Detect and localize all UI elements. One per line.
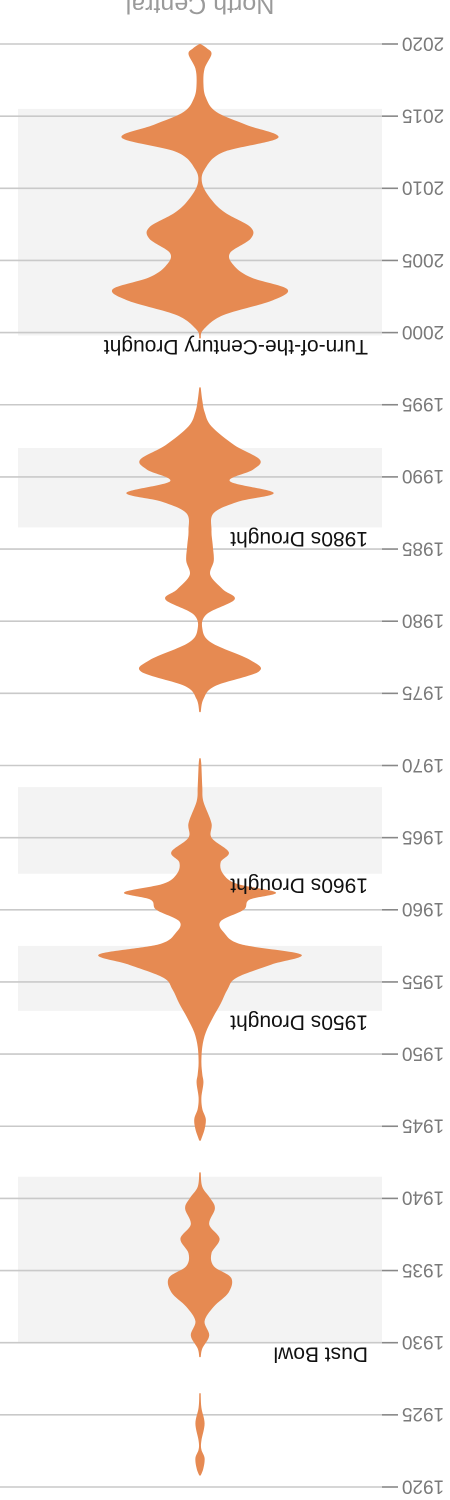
y-tick-label: 2020 [402, 32, 444, 53]
violin-layer [98, 44, 302, 1476]
y-tick-label: 1975 [402, 682, 444, 703]
y-tick-label: 1970 [402, 754, 444, 775]
y-tick-label: 1920 [402, 1475, 444, 1496]
y-tick-label: 2000 [402, 321, 444, 342]
panel-title: North Central [126, 0, 275, 18]
drought-period-label: 1960s Drought [230, 873, 368, 896]
y-tick-label: 1955 [402, 970, 444, 991]
y-tick-label: 1940 [402, 1187, 444, 1208]
drought-period-label: Turn-of-the-Century Drought [104, 335, 368, 358]
y-tick-label: 1925 [402, 1403, 444, 1424]
y-tick-label: 1965 [402, 826, 444, 847]
drought-period-label: Dust Bowl [273, 1342, 368, 1365]
y-tick-label: 1990 [402, 465, 444, 486]
violin-segment-6 [126, 387, 274, 713]
y-tick-label: 1945 [402, 1115, 444, 1136]
drought-period-labels: Dust Bowl 1950s Drought 1960s Drought 1980s… [104, 335, 368, 1365]
y-tick-label: 1985 [402, 537, 444, 558]
y-tick-label: 1980 [402, 610, 444, 631]
drought-period-label: 1980s Drought [230, 527, 368, 550]
y-tick-label: 1995 [402, 393, 444, 414]
y-tick-label: 2005 [402, 249, 444, 270]
y-tick-label: 2010 [402, 177, 444, 198]
y-tick-label: 1960 [402, 898, 444, 919]
y-tick-label: 1950 [402, 1042, 444, 1063]
violin-segment-8 [111, 44, 289, 339]
year-tick-labels: 1920 1925 1930 1935 1940 1945 1950 1955 1960 1965… [402, 32, 444, 1496]
violin-segment-4 [98, 758, 302, 1141]
y-tick-label: 1935 [402, 1259, 444, 1280]
y-tick-label: 1930 [402, 1331, 444, 1352]
drought-period-label: 1950s Drought [230, 1010, 368, 1033]
violin-segment-2 [167, 1172, 233, 1358]
violin-segment-0 [195, 1393, 205, 1476]
y-tick-label: 2015 [402, 105, 444, 126]
